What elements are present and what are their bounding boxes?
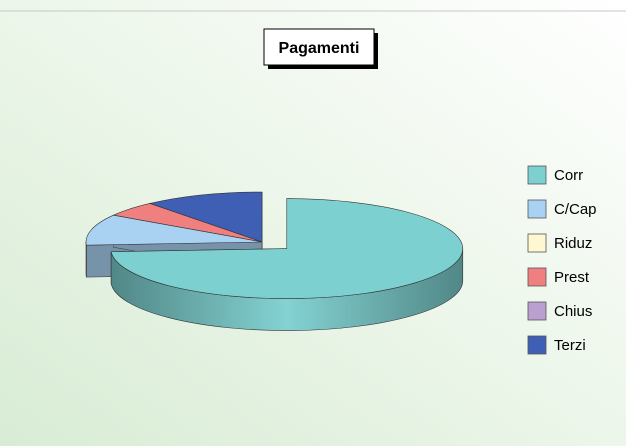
- legend-swatch-prest: [527, 267, 547, 287]
- legend-swatch-c-cap: [527, 199, 547, 219]
- chart-title: Pagamenti: [279, 40, 360, 57]
- chart-title-box: Pagamenti: [263, 28, 378, 69]
- legend-item-riduz: Riduz: [527, 233, 592, 253]
- legend-label-chius: Chius: [554, 303, 592, 320]
- pie-slice-top-terzi: [148, 191, 263, 243]
- legend-item-chius: Chius: [527, 301, 592, 321]
- pie-plot: [85, 191, 464, 331]
- title-box: [263, 28, 375, 66]
- legend-swatch-riduz: [527, 233, 547, 253]
- legend-label-corr: Corr: [554, 167, 583, 184]
- legend-label-terzi: Terzi: [554, 337, 586, 354]
- legend-swatch-terzi: [527, 335, 547, 355]
- legend-label-c-cap: C/Cap: [554, 201, 597, 218]
- pie-slice-top-c-cap: [85, 214, 263, 246]
- legend-item-terzi: Terzi: [527, 335, 586, 355]
- legend-swatch-chius: [527, 301, 547, 321]
- legend-item-corr: Corr: [527, 165, 583, 185]
- pie-slice-corr: [110, 198, 464, 331]
- legend-swatch-corr: [527, 165, 547, 185]
- legend-label-riduz: Riduz: [554, 235, 592, 252]
- legend-label-prest: Prest: [554, 269, 590, 286]
- legend-item-prest: Prest: [527, 267, 590, 287]
- legend-item-c-cap: C/Cap: [527, 199, 597, 219]
- pie-slice-top-corr: [110, 198, 464, 299]
- legend: Corr C/Cap Riduz Prest Chius Terzi: [527, 165, 597, 355]
